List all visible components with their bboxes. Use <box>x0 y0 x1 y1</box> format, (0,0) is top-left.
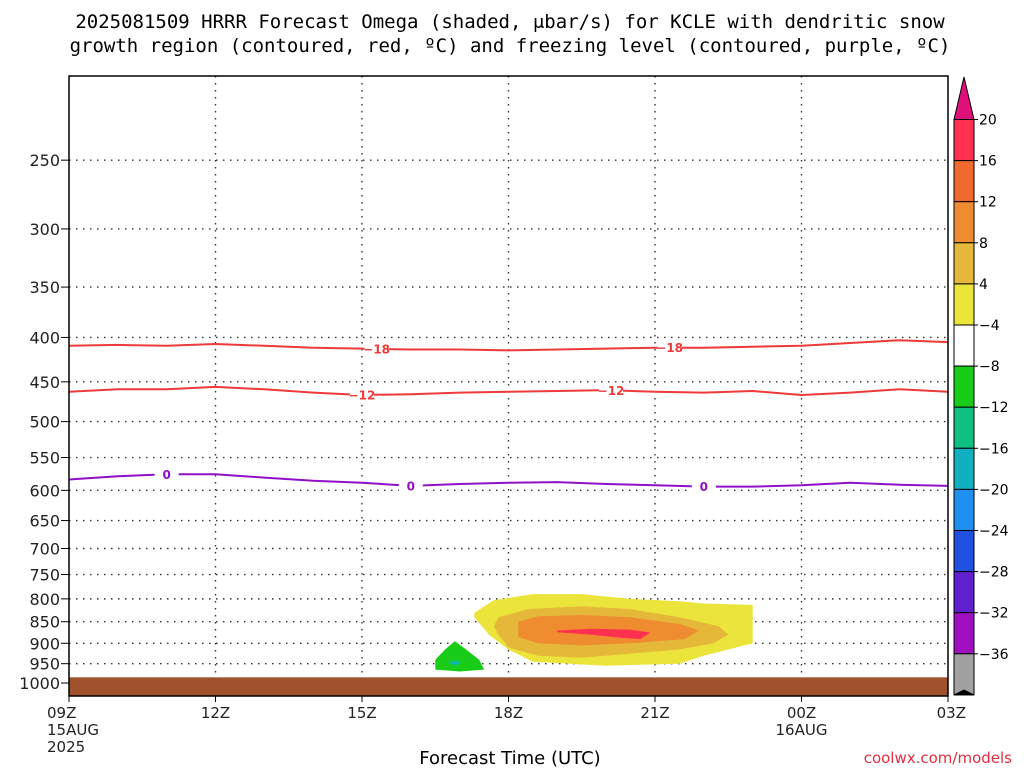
colorbar-label-5: −4 <box>979 318 1000 334</box>
contour-label-1-1: −12 <box>598 384 625 398</box>
colorbar-label-3: 8 <box>979 236 988 252</box>
omega-region-6 <box>450 661 459 665</box>
surface-band <box>69 677 948 696</box>
contour-label-bg-0-0 <box>364 341 389 356</box>
chart-title: 2025081509 HRRR Forecast Omega (shaded, … <box>70 11 951 57</box>
contour-line-2 <box>68 473 949 488</box>
colorbar-segment-10 <box>953 530 975 573</box>
colorbar-segment-2 <box>953 201 975 244</box>
colorbar-segment-1 <box>953 160 975 203</box>
contour-label-0-1: −18 <box>656 341 683 355</box>
y-tick-label-400: 400 <box>29 328 60 347</box>
colorbar-bottom-arrow <box>953 689 975 696</box>
contour-label-bg-2-2 <box>691 479 716 494</box>
colorbar-label-12: −32 <box>979 606 1009 622</box>
plot-area: −18 −18 −12 −12 0 0 0 <box>68 75 949 697</box>
contour-label-bg-0-1 <box>657 340 682 355</box>
colorbar-label-6: −8 <box>979 359 1000 375</box>
colorbar-segment-0 <box>953 119 975 162</box>
y-tick-label-550: 550 <box>29 449 60 468</box>
colorbar-segment-7 <box>953 406 975 449</box>
x-tick-label-5-1: 16AUG <box>776 721 828 739</box>
omega-shading <box>435 594 753 672</box>
y-tick-label-600: 600 <box>29 481 60 500</box>
x-tick-label-4-0: 21Z <box>640 704 669 722</box>
y-tick-label-1000: 1000 <box>19 674 60 693</box>
y-tick-label-900: 900 <box>29 634 60 653</box>
colorbar-segment-12 <box>953 612 975 655</box>
colorbar-label-4: 4 <box>979 277 988 293</box>
y-tick-label-350: 350 <box>29 278 60 297</box>
temperature-contours: −18 −18 −12 −12 0 0 0 <box>68 339 949 494</box>
y-tick-label-500: 500 <box>29 413 60 432</box>
colorbar-label-13: −36 <box>979 647 1009 663</box>
y-tick-label-450: 450 <box>29 373 60 392</box>
contour-label-bg-1-0 <box>350 388 374 403</box>
title-line-1: 2025081509 HRRR Forecast Omega (shaded, … <box>75 11 945 33</box>
y-tick-label-700: 700 <box>29 539 60 558</box>
x-tick-label-0-2: 2025 <box>47 738 85 756</box>
colorbar-label-1: 16 <box>979 154 997 170</box>
y-tick-label-850: 850 <box>29 613 60 632</box>
contour-label-bg-1-1 <box>599 383 624 398</box>
contour-label-bg-2-1 <box>398 478 423 493</box>
colorbar-segment-5 <box>953 324 975 367</box>
pressure-axis: 250 300 350 400 450 500 550 600 650 700 750 800 850 9… <box>19 151 69 693</box>
colorbar-segment-6 <box>953 365 975 408</box>
contour-label-0-0: −18 <box>363 342 390 356</box>
contour-label-1-0: −12 <box>349 389 376 403</box>
colorbar-segment-11 <box>953 571 975 614</box>
title-line-2: growth region (contoured, red, ºC) and f… <box>70 35 951 57</box>
contour-label-2-2: 0 <box>700 480 708 494</box>
y-tick-label-750: 750 <box>29 566 60 585</box>
colorbar-label-7: −12 <box>979 400 1009 416</box>
contour-label-2-0: 0 <box>162 468 170 482</box>
x-tick-label-0-1: 15AUG <box>47 721 99 739</box>
colorbar-label-10: −24 <box>979 524 1009 540</box>
colorbar-label-8: −16 <box>979 441 1009 457</box>
colorbar-segment-3 <box>953 242 975 285</box>
x-tick-label-1-0: 12Z <box>201 704 230 722</box>
contour-line-0 <box>68 339 949 352</box>
x-axis-label: Forecast Time (UTC) <box>419 748 600 768</box>
x-tick-label-6-0: 03Z <box>937 704 966 722</box>
colorbar-segment-8 <box>953 447 975 490</box>
x-tick-label-5-0: 00Z <box>787 704 816 722</box>
y-tick-label-300: 300 <box>29 220 60 239</box>
colorbar-label-9: −20 <box>979 482 1009 498</box>
omega-colorbar: 20 16 12 8 4 −4 −8 −12 −16 −20 −24 −28 −32 −36 <box>953 76 1009 696</box>
surface-fill <box>69 677 948 696</box>
x-tick-label-0-0: 09Z <box>47 704 76 722</box>
y-tick-label-250: 250 <box>29 151 60 170</box>
omega-region-4 <box>435 641 485 672</box>
colorbar-segment-4 <box>953 283 975 326</box>
colorbar-segment-13 <box>953 653 975 696</box>
colorbar-top-arrow <box>953 76 975 120</box>
x-tick-label-3-0: 18Z <box>494 704 523 722</box>
x-tick-label-2-0: 15Z <box>347 704 376 722</box>
contour-label-2-1: 0 <box>407 479 415 493</box>
colorbar-label-11: −28 <box>979 565 1009 581</box>
contour-line-1 <box>68 385 949 397</box>
colorbar-label-0: 20 <box>979 113 997 129</box>
y-tick-label-950: 950 <box>29 655 60 674</box>
colorbar-label-2: 12 <box>979 195 997 211</box>
contour-label-bg-2-0 <box>154 467 179 482</box>
colorbar-segment-9 <box>953 488 975 531</box>
omega-region-3 <box>557 628 651 640</box>
y-tick-label-650: 650 <box>29 512 60 531</box>
credit-text: coolwx.com/models <box>864 749 1012 767</box>
y-tick-label-800: 800 <box>29 590 60 609</box>
